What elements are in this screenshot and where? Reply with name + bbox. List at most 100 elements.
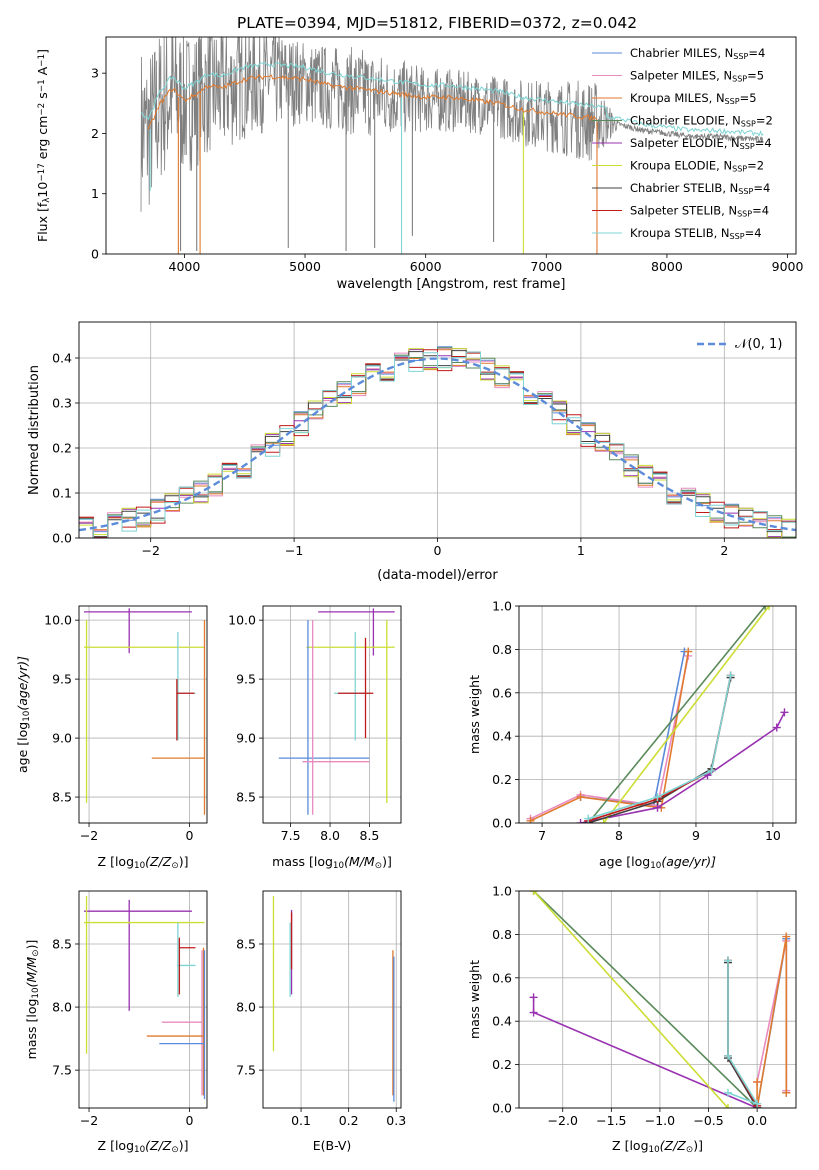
x-tick-label: −1.5	[596, 1113, 626, 1128]
x-axis-label: E(B-V)	[313, 1138, 352, 1153]
plot-area	[529, 891, 791, 1108]
y-tick-label: 0.4	[52, 351, 72, 366]
legend-entry: Chabrier STELIB, NSSP=4	[630, 181, 770, 196]
y-tick-label: 1.0	[492, 599, 512, 614]
legend-entry: Kroupa MILES, NSSP=5	[630, 91, 757, 106]
y-tick-label: 9.5	[236, 672, 256, 687]
y-axis-label: mass weight	[467, 960, 482, 1039]
y-tick-label: 0	[91, 247, 99, 262]
x-tick-label: 0	[185, 1113, 193, 1128]
x-tick-label: −1.0	[645, 1113, 675, 1128]
y-tick-label: 0.2	[52, 441, 72, 456]
y-tick-label: 7.5	[52, 1063, 72, 1078]
legend-entry: Salpeter MILES, NSSP=5	[630, 69, 764, 84]
weight-series-line	[602, 606, 770, 823]
x-tick-label: 0	[185, 828, 193, 843]
y-tick-label: 8.5	[236, 790, 256, 805]
plot-area	[79, 346, 796, 538]
legend: Chabrier MILES, NSSP=4 Salpeter MILES, NS…	[592, 46, 773, 241]
y-tick-label: 1.0	[492, 884, 512, 899]
y-tick-label: 0.8	[492, 642, 512, 657]
x-tick-label: 8000	[651, 259, 683, 274]
y-tick-label: 8.5	[52, 790, 72, 805]
y-tick-label: 8.5	[52, 936, 72, 951]
x-tick-label: 8.0	[320, 828, 340, 843]
legend-entry: Chabrier MILES, NSSP=4	[630, 46, 765, 61]
plot-area	[272, 896, 395, 1102]
figure-title: PLATE=0394, MJD=51812, FIBERID=0372, z=0…	[237, 14, 637, 32]
legend-entry: Kroupa ELODIE, NSSP=2	[630, 159, 764, 174]
legend-entry: Kroupa STELIB, NSSP=4	[630, 226, 762, 241]
axes-frame	[262, 890, 402, 1109]
axes-frame	[262, 605, 402, 824]
weight-series-line	[588, 675, 732, 820]
x-tick-label: −1	[285, 543, 303, 558]
y-tick-label: 0.3	[52, 396, 72, 411]
plot-area	[84, 608, 206, 815]
weight-series-line	[530, 655, 690, 820]
y-axis-label: age [log10(age/yr)]	[15, 656, 32, 773]
y-tick-label: 0.2	[492, 1057, 512, 1072]
plot-area	[84, 896, 206, 1100]
x-axis-label: wavelength [Angstrom, rest frame]	[337, 277, 566, 292]
chart-massweight-vs-Z: −2.0 −1.5 −1.0 −0.5 0.0 0.0 0.2 0.4 0.6 0.8 1.0 Z […	[467, 884, 797, 1155]
axes-frame	[518, 890, 797, 1109]
x-tick-label: 6000	[410, 259, 442, 274]
chart-mass-vs-Z: −2 0 7.5 8.0 8.5 Z [log10(Z/Z⊙)] mass [log10(M…	[24, 890, 208, 1155]
x-tick-label: 7.5	[281, 828, 301, 843]
x-axis-label: Z [log10(Z/Z⊙)]	[98, 854, 189, 871]
y-tick-label: 0.2	[492, 772, 512, 787]
y-tick-label: 0.4	[492, 1014, 512, 1029]
x-tick-label: −2	[141, 543, 159, 558]
y-tick-label: 0.4	[492, 729, 512, 744]
data-spectrum-line	[140, 37, 764, 212]
x-axis-label: (data-model)/error	[377, 568, 498, 583]
y-tick-label: 0.1	[52, 486, 72, 501]
y-tick-label: 0.6	[492, 685, 512, 700]
y-tick-label: 0.8	[492, 927, 512, 942]
weight-series-line	[580, 651, 686, 807]
weight-series-line	[533, 891, 758, 1108]
histogram-series	[79, 351, 796, 538]
chart-spectrum: 4000 5000 6000 7000 8000 9000 0 1 2 3 wavelength […	[35, 36, 804, 292]
weight-series-line	[727, 960, 759, 1106]
x-tick-label: 2	[720, 543, 728, 558]
chart-age-vs-Z: −2 0 8.5 9.0 9.5 10.0 Z [log10(Z/Z⊙)] age [log1…	[15, 605, 208, 871]
weight-series-line	[727, 962, 758, 1108]
y-tick-label: 8.0	[52, 1000, 72, 1015]
y-tick-label: 0.0	[52, 531, 72, 546]
y-tick-label: 2	[91, 126, 99, 141]
y-tick-label: 10.0	[228, 613, 256, 628]
y-axis-label: Flux [fλ10−17 erg cm−2 s−1 A−1]	[35, 49, 52, 242]
y-axis-label: mass weight	[467, 675, 482, 754]
chart-residuals: −2 −1 0 1 2 0.0 0.1 0.2 0.3 0.4 (data-model)/error…	[27, 321, 797, 583]
y-tick-label: 9.5	[52, 672, 72, 687]
axes-frame	[105, 36, 797, 255]
plot-area	[526, 606, 789, 823]
x-tick-label: 0.3	[386, 1113, 406, 1128]
model-spectrum-line	[147, 74, 598, 130]
y-tick-label: 0.0	[492, 1101, 512, 1116]
x-tick-label: 5000	[289, 259, 321, 274]
y-tick-label: 3	[91, 66, 99, 81]
x-tick-label: 0.1	[291, 1113, 311, 1128]
y-tick-label: 0.0	[492, 816, 512, 831]
weight-series-line	[532, 997, 758, 1108]
y-tick-label: 8.5	[236, 936, 256, 951]
x-axis-label: mass [log10(M/M⊙)]	[272, 854, 392, 871]
y-tick-label: 8.0	[236, 1000, 256, 1015]
x-tick-label: 7	[538, 828, 546, 843]
x-tick-label: 0.2	[339, 1113, 359, 1128]
axes-frame	[78, 605, 208, 824]
y-tick-label: 9.0	[236, 731, 256, 746]
x-axis-label: age [log10(age/yr)]	[599, 854, 716, 871]
y-tick-label: 7.5	[236, 1063, 256, 1078]
weight-series-line	[580, 711, 786, 823]
chart-mass-vs-EBV: 0.1 0.2 0.3 7.5 8.0 8.5 E(B-V)	[236, 890, 406, 1153]
legend-entry: Salpeter ELODIE, NSSP=4	[630, 136, 772, 151]
x-tick-label: 9	[692, 828, 700, 843]
y-tick-label: 0.6	[492, 970, 512, 985]
gaussian-curve	[79, 357, 796, 532]
model-spectrum-line	[140, 61, 764, 137]
